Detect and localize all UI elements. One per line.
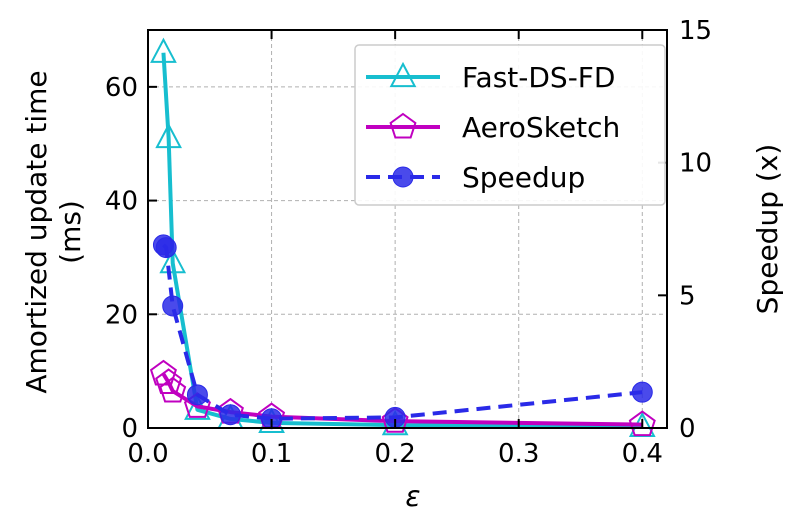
data-point bbox=[155, 122, 182, 149]
legend-label: Speedup bbox=[462, 161, 585, 194]
legend-entry: AeroSketch bbox=[366, 111, 620, 144]
legend-marker bbox=[392, 166, 414, 188]
plot-frame bbox=[147, 29, 668, 429]
x-tick-label: 0.4 bbox=[622, 439, 663, 469]
data-point bbox=[155, 237, 177, 259]
y-axis-title-line1: Amortized update time bbox=[20, 70, 53, 393]
legend-box bbox=[354, 44, 666, 206]
y2-tick-label: 5 bbox=[679, 281, 696, 311]
data-point bbox=[219, 404, 241, 426]
legend-entry: Speedup bbox=[366, 161, 585, 194]
x-tick-label: 0.0 bbox=[127, 439, 168, 469]
series-layer bbox=[149, 37, 656, 437]
legend-entry: Fast-DS-FD bbox=[366, 61, 615, 94]
legend-marker bbox=[389, 61, 417, 88]
data-point bbox=[162, 295, 184, 317]
data-point bbox=[186, 384, 208, 406]
y2-tick-label: 0 bbox=[679, 414, 696, 444]
series-speedup bbox=[152, 234, 653, 430]
y-axis-title-line2: (ms) bbox=[54, 200, 87, 264]
data-point bbox=[631, 381, 653, 403]
series-line bbox=[161, 52, 643, 429]
y2-tick-label: 15 bbox=[679, 16, 712, 46]
y-tick-label: 60 bbox=[105, 73, 138, 103]
x-tick-label: 0.2 bbox=[374, 439, 415, 469]
series-line bbox=[162, 243, 643, 421]
x-tick-label: 0.3 bbox=[498, 439, 539, 469]
y-tick-label: 20 bbox=[105, 300, 138, 330]
data-point bbox=[159, 376, 187, 403]
data-point bbox=[150, 37, 177, 63]
ticks: 0.0 0.1 0.2 0.3 0.4 0 20 40 60 0 5 10 15 bbox=[105, 16, 712, 469]
data-point bbox=[155, 368, 183, 395]
data-point bbox=[159, 247, 187, 274]
y-tick-label: 40 bbox=[105, 187, 138, 217]
y2-tick-label: 10 bbox=[679, 149, 712, 179]
data-point bbox=[628, 410, 656, 437]
x-tick-label: 0.1 bbox=[251, 439, 292, 469]
x-axis-title: ε bbox=[405, 480, 420, 513]
y2-axis-title: Speedup (x) bbox=[751, 144, 784, 315]
legend-marker bbox=[389, 112, 417, 139]
legend: Fast-DS-FD AeroSketch Speedup bbox=[354, 44, 666, 206]
legend-label: Fast-DS-FD bbox=[462, 61, 615, 94]
legend-label: AeroSketch bbox=[462, 111, 620, 144]
y-tick-label: 0 bbox=[121, 414, 138, 444]
